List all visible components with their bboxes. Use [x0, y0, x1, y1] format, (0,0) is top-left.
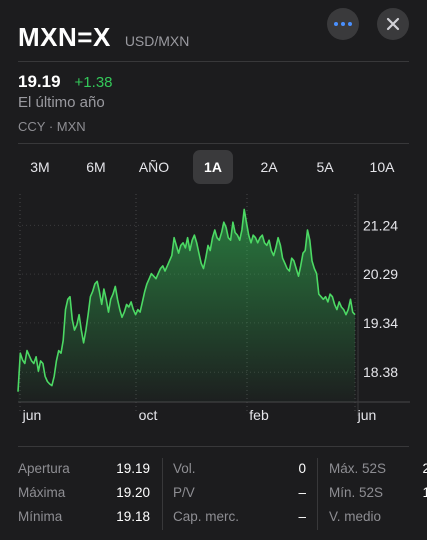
- stat-value: 0: [298, 461, 306, 476]
- ellipsis-icon: [334, 22, 352, 26]
- more-button[interactable]: [327, 8, 359, 40]
- currency-pair: USD/MXN: [124, 33, 190, 49]
- price-row: 19.19 +1.38: [18, 72, 113, 92]
- divider: [18, 446, 409, 447]
- chart-area: [18, 209, 355, 402]
- stat-label: Cap. merc.: [173, 509, 240, 524]
- y-tick-label: 20.29: [363, 266, 398, 282]
- tab-año[interactable]: AÑO: [138, 159, 170, 175]
- close-button[interactable]: [377, 8, 409, 40]
- period-label: El último año: [18, 94, 105, 111]
- stat-value: 19.19: [116, 461, 150, 476]
- tab-1a[interactable]: 1A: [193, 150, 233, 184]
- column-separator: [317, 458, 318, 530]
- stat-label: P/V: [173, 485, 195, 500]
- stat-label: Mín. 52S: [329, 485, 384, 500]
- tab-2a[interactable]: 2A: [260, 159, 278, 175]
- price-chart[interactable]: 21.24 20.29 19.34 18.38 jun oct feb jun: [0, 190, 427, 426]
- x-tick-label: jun: [357, 407, 377, 423]
- column-separator: [162, 458, 163, 530]
- stat-label: Máxima: [18, 485, 66, 500]
- chart-line: [17, 208, 356, 392]
- x-tick-label: feb: [249, 407, 269, 423]
- tab-6m[interactable]: 6M: [86, 159, 106, 175]
- stat-value: 19.18: [116, 509, 150, 524]
- category-label: CCY · MXN: [18, 119, 86, 134]
- tab-10a[interactable]: 10A: [369, 159, 395, 175]
- price-change: +1.38: [74, 74, 113, 91]
- close-icon: [386, 17, 400, 31]
- x-tick-label: jun: [22, 407, 42, 423]
- tab-3m[interactable]: 3M: [30, 159, 50, 175]
- stat-value: 19.20: [116, 485, 150, 500]
- stat-label: Apertura: [18, 461, 70, 476]
- header: MXN=X USD/MXN: [18, 22, 189, 53]
- stats-panel: Apertura 19.19 Máxima 19.20 Mínima 19.18 Vol. 0…: [0, 458, 427, 540]
- stat-value: 2: [422, 461, 427, 476]
- y-tick-label: 19.34: [363, 315, 398, 331]
- tab-5a[interactable]: 5A: [316, 159, 334, 175]
- stat-label: Máx. 52S: [329, 461, 387, 476]
- current-price: 19.19: [18, 72, 61, 91]
- x-tick-label: oct: [139, 407, 158, 423]
- divider: [18, 61, 409, 62]
- ticker-symbol: MXN=X: [18, 22, 111, 52]
- stat-label: Mínima: [18, 509, 63, 524]
- y-tick-label: 18.38: [363, 364, 398, 380]
- divider: [18, 143, 409, 144]
- stat-value: –: [298, 485, 306, 500]
- stat-label: Vol.: [173, 461, 196, 476]
- range-tabs: 3M 6M AÑO 1A 2A 5A 10A: [0, 150, 427, 184]
- stat-value: 1: [422, 485, 427, 500]
- y-tick-label: 21.24: [363, 217, 398, 233]
- stat-value: –: [298, 509, 306, 524]
- stat-label: V. medio: [329, 509, 382, 524]
